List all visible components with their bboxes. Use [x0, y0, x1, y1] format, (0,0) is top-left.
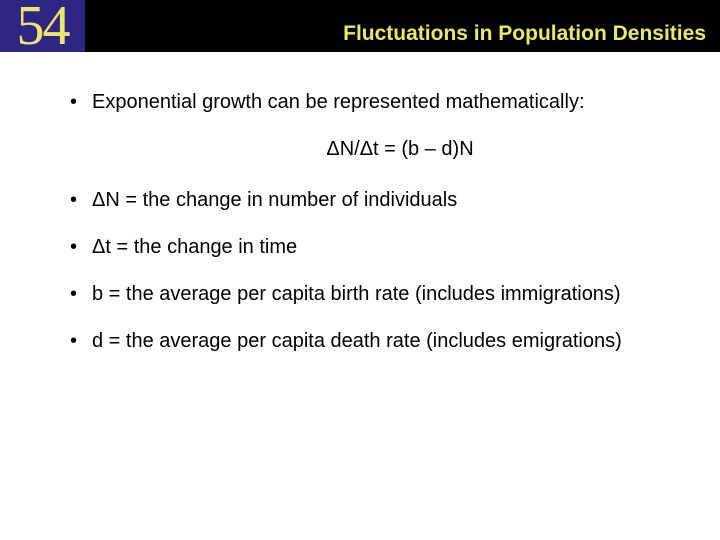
equation-text: ΔN/Δt = (b – d)N [70, 137, 670, 162]
bullet-text: Exponential growth can be represented ma… [92, 90, 670, 115]
bullet-item: • Δt = the change in time [70, 235, 670, 260]
slide-header: 54 Fluctuations in Population Densities [0, 0, 720, 52]
bullet-text: d = the average per capita death rate (i… [92, 329, 670, 354]
bullet-item: • Exponential growth can be represented … [70, 90, 670, 115]
bullet-marker: • [70, 90, 92, 115]
bullet-marker: • [70, 188, 92, 213]
bullet-text: ΔN = the change in number of individuals [92, 188, 670, 213]
bullet-item: • b = the average per capita birth rate … [70, 282, 670, 307]
bullet-text: b = the average per capita birth rate (i… [92, 282, 670, 307]
slide-content: • Exponential growth can be represented … [0, 52, 720, 396]
bullet-marker: • [70, 329, 92, 354]
slide-title: Fluctuations in Population Densities [343, 22, 706, 46]
chapter-number-box: 54 [0, 0, 85, 52]
bullet-marker: • [70, 235, 92, 260]
bullet-text: Δt = the change in time [92, 235, 670, 260]
chapter-number: 54 [17, 0, 69, 54]
bullet-item: • ΔN = the change in number of individua… [70, 188, 670, 213]
bullet-item: • d = the average per capita death rate … [70, 329, 670, 354]
bullet-marker: • [70, 282, 92, 307]
